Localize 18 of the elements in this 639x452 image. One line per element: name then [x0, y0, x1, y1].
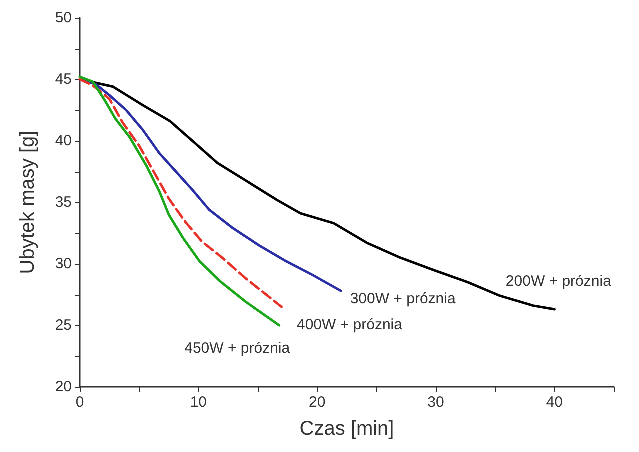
x-tick-label: 30 [428, 394, 444, 411]
x-tick-label: 0 [76, 394, 84, 411]
y-axis-title: Ubytek masy [g] [17, 130, 39, 274]
series-label: 450W + próznia [184, 340, 291, 357]
y-tick-label: 50 [55, 10, 72, 26]
y-tick-label: 40 [55, 132, 72, 150]
y-tick-label: 30 [55, 256, 72, 272]
x-tick-label: 40 [546, 394, 564, 411]
series-label: 400W + próznia [296, 316, 404, 334]
y-tick-label: 35 [55, 194, 72, 211]
x-tick-label: 10 [190, 394, 208, 411]
x-tick-label: 20 [308, 394, 326, 411]
y-tick-label: 25 [55, 317, 72, 334]
series-label: 200W + próznia [506, 273, 612, 290]
y-tick-label: 45 [55, 71, 72, 88]
x-axis-title: Czas [min] [300, 418, 394, 440]
series-label: 300W + próznia [350, 290, 456, 308]
y-tick-label: 20 [55, 378, 72, 396]
